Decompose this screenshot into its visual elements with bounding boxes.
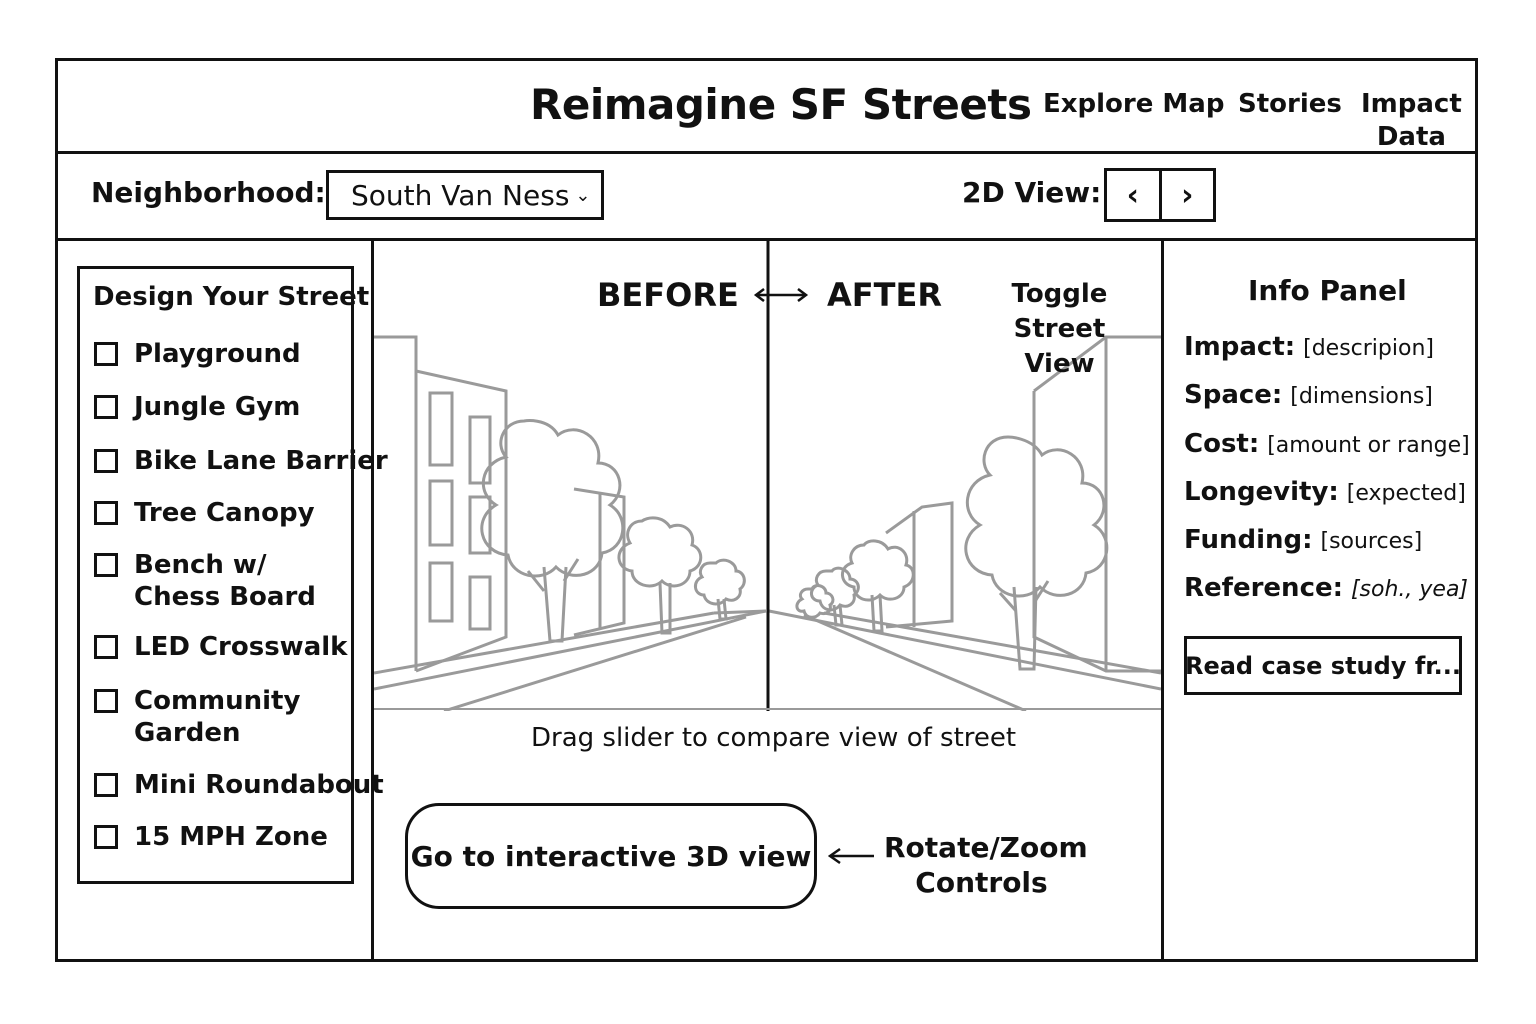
view-arrows: ‹ › <box>1104 168 1216 222</box>
view-label: 2D View: <box>962 176 1102 209</box>
info-panel-title: Info Panel <box>1248 274 1407 307</box>
option-bench-chess-board[interactable]: Bench w/ Chess Board <box>94 549 316 613</box>
left-column-divider <box>371 238 374 962</box>
design-panel-title: Design Your Street <box>93 282 370 312</box>
checkbox[interactable] <box>94 449 118 473</box>
checkbox[interactable] <box>94 689 118 713</box>
app-frame <box>55 58 1478 962</box>
option-bike-lane-barrier[interactable]: Bike Lane Barrier <box>94 445 388 477</box>
next-view-button[interactable]: › <box>1162 171 1214 219</box>
checkbox[interactable] <box>94 501 118 525</box>
page-title: Reimagine SF Streets <box>530 80 1032 129</box>
info-funding: Funding: [sources] <box>1184 525 1423 555</box>
option-mini-roundabout[interactable]: Mini Roundabout <box>94 769 384 801</box>
tree-before-large <box>480 419 625 578</box>
option-community-garden[interactable]: Community Garden <box>94 685 300 749</box>
arrow-left-icon <box>828 847 874 865</box>
right-column-divider <box>1161 238 1164 962</box>
info-cost: Cost: [amount or range] <box>1184 429 1470 459</box>
nav-stories[interactable]: Stories <box>1238 89 1342 119</box>
rotate-zoom-controls-label: Rotate/Zoom Controls <box>884 831 1088 899</box>
checkbox[interactable] <box>94 635 118 659</box>
tree-after-large <box>964 435 1109 598</box>
info-impact: Impact: [descripion] <box>1184 332 1434 362</box>
chevron-left-icon: ‹ <box>1126 177 1139 213</box>
info-space: Space: [dimensions] <box>1184 380 1433 410</box>
checkbox[interactable] <box>94 825 118 849</box>
toolbar-divider <box>55 238 1478 241</box>
nav-explore-map[interactable]: Explore Map <box>1043 89 1225 119</box>
design-panel <box>77 266 354 884</box>
option-jungle-gym[interactable]: Jungle Gym <box>94 391 300 423</box>
after-label: AFTER <box>827 276 942 314</box>
option-tree-canopy[interactable]: Tree Canopy <box>94 497 315 529</box>
option-playground[interactable]: Playground <box>94 338 301 370</box>
header-divider <box>55 151 1478 154</box>
option-led-crosswalk[interactable]: LED Crosswalk <box>94 631 347 663</box>
building-left-before <box>374 335 418 671</box>
far-building-after <box>885 501 954 629</box>
chevron-right-icon: › <box>1181 177 1194 213</box>
checkbox[interactable] <box>94 553 118 577</box>
before-label: BEFORE <box>597 276 739 314</box>
building-before <box>415 369 508 673</box>
option-15-mph-zone[interactable]: 15 MPH Zone <box>94 821 328 853</box>
checkbox[interactable] <box>94 773 118 797</box>
read-case-study-button[interactable]: Read case study fr... <box>1184 636 1462 695</box>
prev-view-button[interactable]: ‹ <box>1107 171 1162 219</box>
toggle-street-view-link[interactable]: Toggle Street View <box>1011 279 1108 379</box>
chevron-down-icon: ⌄ <box>575 184 591 206</box>
info-reference: Reference: [soh., yea] <box>1184 573 1469 603</box>
neighborhood-label: Neighborhood: <box>91 176 326 209</box>
double-arrow-icon <box>753 288 809 302</box>
info-longevity: Longevity: [expected] <box>1184 477 1466 507</box>
slider-hint: Drag slider to compare view of street <box>531 723 1017 753</box>
street-comparison-illustration[interactable] <box>374 241 1161 711</box>
go-to-3d-view-button[interactable]: Go to interactive 3D view <box>405 803 817 909</box>
nav-impact-data[interactable]: Impact Data <box>1361 89 1462 152</box>
neighborhood-value: South Van Ness <box>351 178 570 212</box>
checkbox[interactable] <box>94 395 118 419</box>
neighborhood-select[interactable]: South Van Ness ⌄ <box>326 170 604 220</box>
checkbox[interactable] <box>94 342 118 366</box>
